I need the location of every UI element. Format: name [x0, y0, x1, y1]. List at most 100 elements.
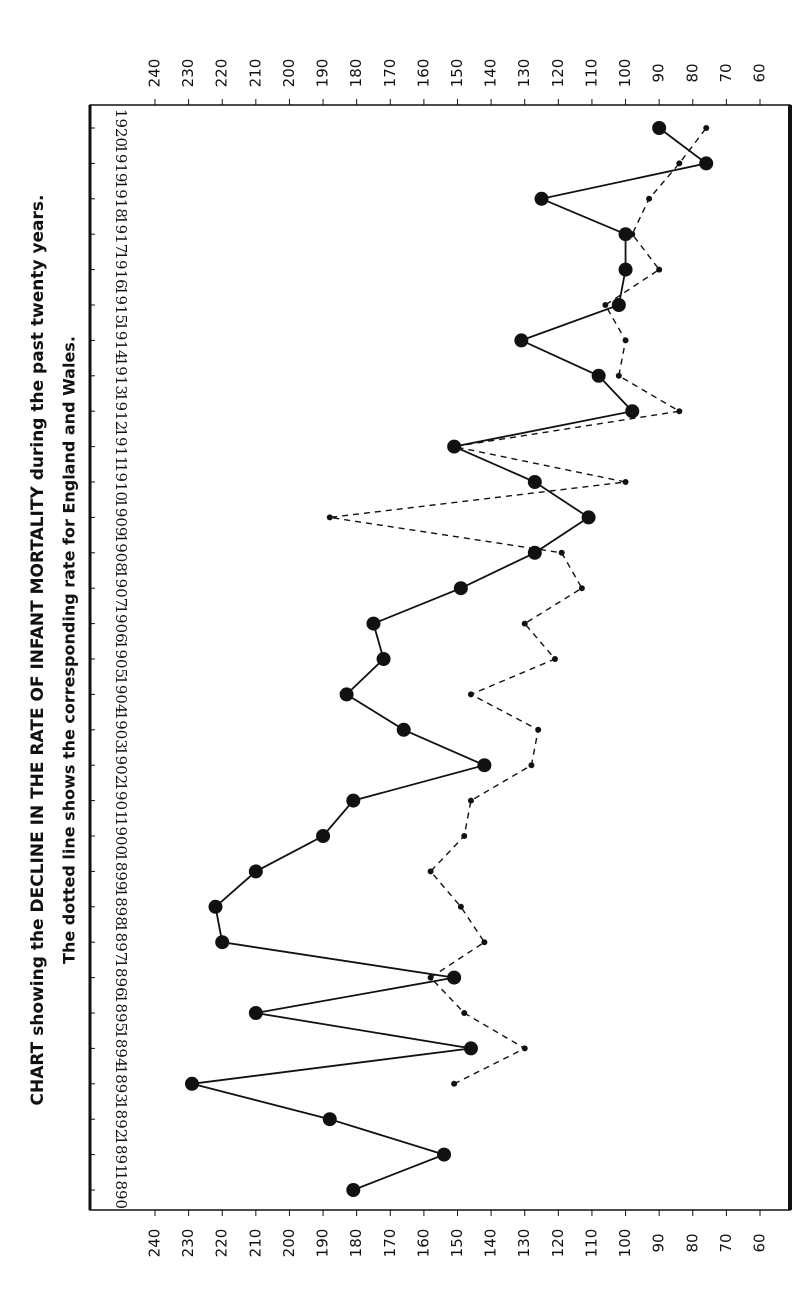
data-point — [521, 1045, 528, 1052]
data-point — [581, 510, 596, 525]
y-tick-label: 140 — [482, 1229, 500, 1258]
data-point — [578, 585, 585, 592]
x-tick-label: 1917 — [112, 215, 130, 253]
y-tick-label: 100 — [616, 59, 634, 88]
data-point — [521, 620, 528, 627]
data-point — [535, 726, 542, 733]
x-tick-label: 1908 — [112, 534, 130, 572]
data-point — [208, 899, 223, 914]
data-point — [558, 549, 565, 556]
x-tick-label: 1920 — [112, 109, 130, 147]
x-tick-label: 1902 — [112, 746, 130, 784]
data-point — [339, 687, 354, 702]
data-point — [481, 939, 488, 946]
x-tick-label: 1915 — [112, 286, 130, 324]
y-tick-label: 150 — [448, 59, 466, 88]
x-tick-label: 1912 — [112, 392, 130, 430]
x-tick-label: 1891 — [112, 1136, 130, 1174]
x-tick-label: 1897 — [112, 923, 130, 961]
data-point — [467, 691, 474, 698]
data-point — [646, 195, 653, 202]
data-point — [602, 302, 609, 308]
data-point — [463, 1041, 478, 1056]
data-point — [514, 333, 529, 348]
data-line — [329, 127, 707, 1085]
y-tick-label: 80 — [683, 63, 701, 82]
data-point — [447, 970, 462, 985]
data-point — [427, 868, 434, 875]
y-tick-label: 80 — [683, 1233, 701, 1252]
y-tick-label: 90 — [650, 63, 668, 82]
y-tick-label: 70 — [717, 1233, 735, 1252]
y-tick-label: 210 — [246, 1229, 264, 1258]
data-point — [477, 758, 492, 773]
chart-subtitle: The dotted line shows the corresponding … — [60, 336, 79, 964]
chart-title: CHART showing the DECLINE IN THE RATE OF… — [28, 195, 48, 1106]
chart-body: CHART showing the DECLINE IN THE RATE OF… — [28, 59, 792, 1258]
y-tick-label: 200 — [280, 59, 298, 88]
data-point — [534, 191, 549, 206]
y-tick-label: 60 — [751, 63, 769, 82]
x-tick-label: 1914 — [112, 321, 130, 359]
x-tick-label: 1896 — [112, 959, 130, 997]
y-tick-label: 190 — [314, 59, 332, 88]
data-point — [366, 616, 381, 631]
y-tick-label: 190 — [314, 1229, 332, 1258]
data-point — [703, 125, 710, 131]
data-point — [346, 1183, 361, 1197]
x-tick-label: 1904 — [112, 675, 130, 713]
data-point — [322, 1112, 337, 1127]
data-point — [346, 793, 361, 808]
y-tick-label: 160 — [414, 59, 432, 88]
y-tick-label: 130 — [515, 1229, 533, 1258]
data-line — [191, 127, 709, 1191]
x-tick-label: 1895 — [112, 994, 130, 1032]
y-tick-label: 90 — [650, 1233, 668, 1252]
data-point — [184, 1076, 199, 1091]
y-tick-label: 110 — [582, 59, 600, 88]
data-point — [326, 514, 333, 521]
data-point — [618, 227, 633, 242]
data-point — [396, 722, 411, 737]
data-point — [551, 656, 558, 662]
y-tick-label: 130 — [515, 59, 533, 88]
x-tick-label: 1909 — [112, 498, 130, 536]
data-point — [676, 160, 683, 167]
y-tick-label: 120 — [549, 1229, 567, 1258]
x-tick-label: 1906 — [112, 605, 130, 643]
y-tick-label: 100 — [616, 1229, 634, 1258]
x-tick-label: 1898 — [112, 888, 130, 926]
data-point — [699, 156, 714, 171]
x-tick-label: 1907 — [112, 569, 130, 607]
y-tick-label: 180 — [347, 1229, 365, 1258]
x-tick-label: 1892 — [112, 1100, 130, 1138]
plot-frame — [89, 104, 791, 1211]
data-point — [618, 262, 633, 277]
data-point — [622, 479, 629, 485]
y-tick-label: 140 — [482, 59, 500, 88]
y-tick-label: 220 — [213, 59, 231, 88]
data-point — [376, 652, 391, 666]
data-point — [527, 545, 542, 560]
data-point — [528, 762, 535, 769]
y-tick-label: 60 — [751, 1233, 769, 1252]
y-tick-label: 120 — [549, 59, 567, 88]
data-point — [248, 1006, 263, 1020]
x-tick-label: 1918 — [112, 180, 130, 218]
y-tick-label: 110 — [582, 1229, 600, 1258]
x-tick-label: 1890 — [112, 1171, 130, 1209]
y-tick-label: 170 — [381, 1229, 399, 1258]
data-point — [461, 1010, 468, 1016]
data-point — [622, 337, 629, 344]
x-tick-label: 1903 — [112, 711, 130, 749]
x-tick-label: 1913 — [112, 357, 130, 395]
data-point — [527, 475, 542, 489]
data-point — [316, 829, 331, 843]
data-point — [656, 266, 663, 273]
data-point — [427, 974, 434, 981]
data-point — [461, 833, 468, 839]
y-tick-label: 210 — [246, 59, 264, 88]
data-point — [453, 581, 468, 596]
